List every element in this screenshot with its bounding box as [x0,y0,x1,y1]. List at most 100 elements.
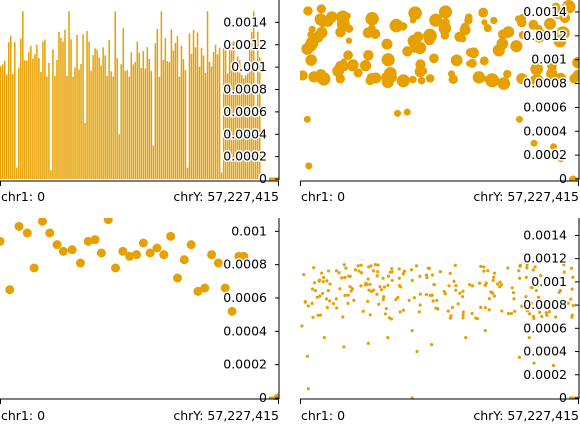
scatter-point [0,236,5,246]
scatter-point [308,25,316,33]
bar [78,69,80,179]
scatter-point [478,7,489,18]
scatter-point [132,250,142,260]
bar [258,57,261,179]
bar [172,50,175,179]
scatter-point [529,304,533,309]
bar [50,170,52,179]
scatter-point [446,309,450,313]
y-tick-label: 0.0008 [223,257,267,272]
scatter-point [377,302,381,306]
scatter-point [432,283,437,287]
bar [74,67,76,179]
bar [136,41,139,180]
scatter-point [559,376,563,380]
scatter-point [340,276,344,280]
bar [102,47,104,179]
bar [234,69,237,179]
scatter-point [480,75,487,82]
scatter-point [525,309,530,313]
bar [126,70,128,179]
scatter-point [530,62,544,76]
scatter-point [381,38,393,50]
scatter-point [375,292,379,296]
scatter-point [382,295,386,299]
scatter-point [492,271,497,275]
scatter-point [479,305,483,309]
scatter-point [145,248,155,258]
scatter-point [483,306,488,310]
bar [104,55,106,179]
bar [254,111,257,179]
scatter-point [483,329,487,333]
scatter-point [518,276,522,280]
x-tick-label-end: chrY: 57,227,415 [473,189,579,204]
scatter-point [570,315,574,319]
scatter-point [430,273,435,277]
bar [76,35,78,180]
bar [66,75,68,179]
scatter-point [569,297,573,301]
scatter-point [96,248,106,258]
scatter-point [517,269,521,273]
scatter-point [553,315,558,319]
bar [96,49,98,180]
scatter-point [430,293,434,297]
scatter-point [326,269,331,273]
bar [224,50,227,179]
scatter-point [343,50,353,61]
bar [18,67,20,179]
scatter-point [511,291,516,295]
scatter-point [429,13,443,27]
x-tick-label-end: chrY: 57,227,415 [173,408,279,423]
scatter-point [394,109,402,117]
bar [162,59,165,179]
x-tick-label-start: chr1: 0 [301,408,345,423]
scatter-point [553,278,557,282]
scatter-point [386,274,391,278]
plot-area [300,0,579,181]
scatter-point [367,288,371,292]
scatter-point [376,270,380,274]
bar [232,41,235,179]
scatter-point [396,295,400,300]
scatter-point [427,266,431,270]
scatter-point [569,266,574,270]
scatter-point [487,297,492,301]
scatter-point [337,271,341,275]
bar [80,64,82,179]
scatter-point [430,342,434,347]
bar [8,42,10,180]
scatter-point [384,307,388,311]
scatter-point [436,307,440,311]
bar [240,74,243,179]
scatter-point [399,285,403,289]
bar [242,78,245,179]
bar [122,28,124,180]
scatter-point [424,273,429,277]
y-tick-label: 0.0008 [223,82,267,97]
scatter-point [425,74,435,83]
scatter-point [340,58,347,65]
scatter-point [341,315,345,319]
bar [14,42,16,180]
scatter-point [335,306,339,310]
scatter-point [367,265,371,269]
bar [72,76,74,179]
scatter-point [321,275,326,280]
scatter-point [45,228,55,238]
scatter-point [530,139,538,147]
scatter-point [482,265,486,269]
scatter-point [483,24,492,33]
scatter-point [506,266,510,270]
scatter-point [332,65,345,77]
scatter-point [409,268,414,272]
bar [116,58,118,179]
bar [100,65,102,179]
bar [228,39,231,179]
scatter-point [305,354,309,358]
bar [250,32,253,180]
scatter-point [382,76,394,89]
y-tick-label: 0.0004 [223,323,267,338]
scatter-point [401,308,406,312]
